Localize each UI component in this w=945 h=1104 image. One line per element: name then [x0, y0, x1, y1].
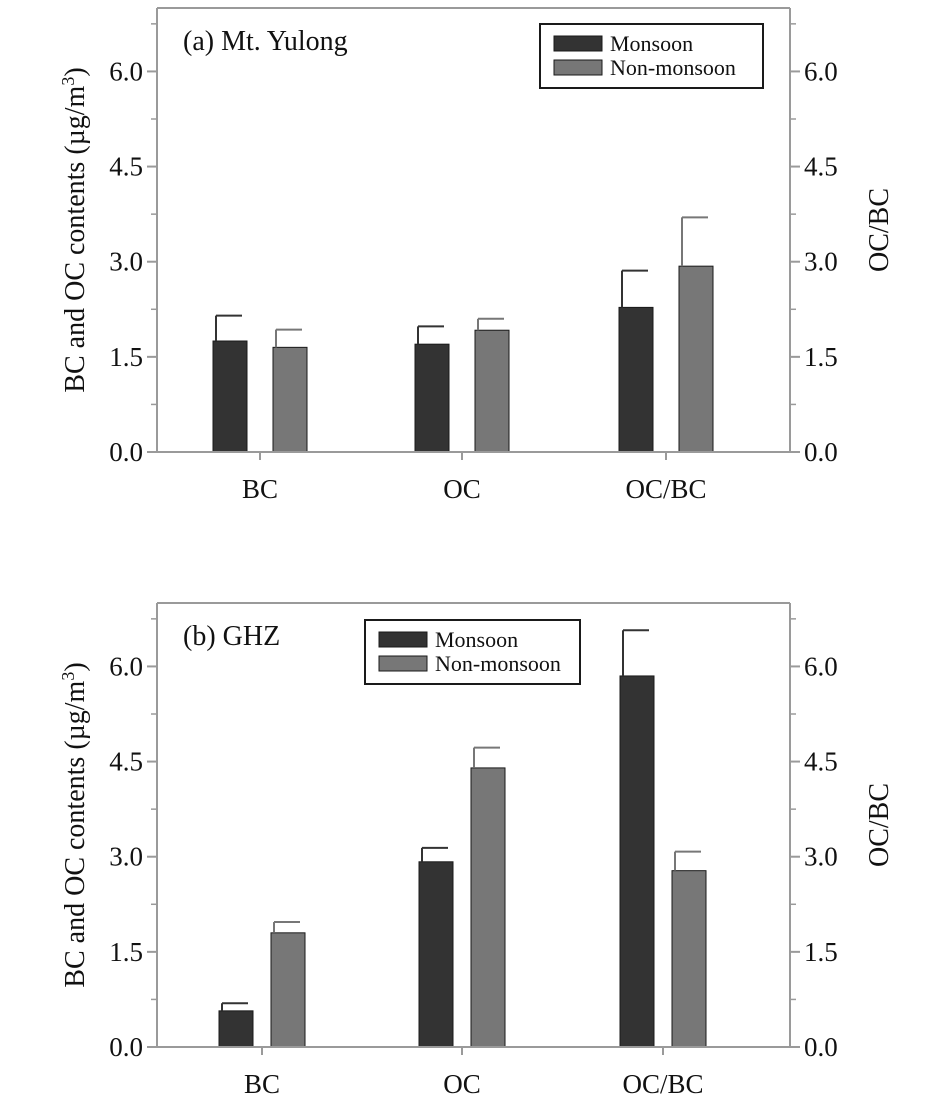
y-tick-label-left: 1.5: [109, 937, 143, 967]
y-tick-label-right: 4.5: [804, 152, 838, 182]
legend-swatch-non-monsoon: [378, 655, 428, 672]
y-tick-label-left: 4.5: [109, 747, 143, 777]
x-tick-label: BC: [244, 1069, 280, 1099]
y-tick-label-left: 3.0: [109, 247, 143, 277]
bar-non-monsoon-oc: [474, 329, 510, 453]
y-tick-label-right: 0.0: [804, 1032, 838, 1062]
x-tick-label: OC/BC: [622, 1069, 703, 1099]
bar-monsoon-bc: [212, 340, 248, 453]
bar-monsoon-bc: [218, 1010, 254, 1048]
panel-title: (b) GHZ: [183, 621, 280, 652]
legend-label-non-monsoon: Non-monsoon: [435, 651, 561, 676]
y-tick-label-right: 3.0: [804, 842, 838, 872]
legend-box: [364, 619, 581, 685]
chart-panel-1: 0.0 1.5 3.0 4.5 6.0 0.0 1.5 3.0 4.5 6.0 BC OC OC/BC B…: [58, 7, 895, 504]
y-axis-title-right: OC/BC: [864, 783, 895, 867]
legend-swatch-non-monsoon: [553, 59, 603, 76]
x-tick-label: OC: [443, 1069, 481, 1099]
legend-label-monsoon: Monsoon: [435, 627, 518, 652]
legend-label-non-monsoon: Non-monsoon: [610, 55, 736, 80]
panel-title: (a) Mt. Yulong: [183, 26, 348, 57]
y-tick-label-right: 3.0: [804, 247, 838, 277]
y-tick-label-left: 6.0: [109, 56, 143, 86]
bar-monsoon-oc: [414, 343, 450, 453]
y-tick-label-right: 6.0: [804, 651, 838, 681]
bar-non-monsoon-bc: [272, 346, 308, 453]
bar-non-monsoon-oc-bc: [678, 265, 714, 453]
bar-non-monsoon-bc: [270, 932, 306, 1048]
bar-monsoon-oc-bc: [619, 675, 655, 1048]
y-tick-label-left: 6.0: [109, 651, 143, 681]
y-tick-label-right: 1.5: [804, 937, 838, 967]
y-tick-label-left: 0.0: [109, 1032, 143, 1062]
y-tick-label-left: 3.0: [109, 842, 143, 872]
y-axis-title-left: BC and OC contents (µg/m3): [58, 662, 91, 987]
y-tick-label-left: 4.5: [109, 152, 143, 182]
x-tick-label: OC/BC: [625, 474, 706, 504]
bar-monsoon-oc-bc: [618, 306, 654, 453]
y-tick-label-right: 0.0: [804, 437, 838, 467]
bar-non-monsoon-oc-bc: [671, 870, 707, 1048]
y-tick-label-right: 6.0: [804, 56, 838, 86]
y-axis-title-right: OC/BC: [864, 188, 895, 272]
chart-panel-2: 0.0 1.5 3.0 4.5 6.0 0.0 1.5 3.0 4.5 6.0 BC OC OC/BC B…: [58, 602, 895, 1099]
x-tick-label: BC: [242, 474, 278, 504]
bar-monsoon-oc: [418, 861, 454, 1048]
y-tick-label-right: 4.5: [804, 747, 838, 777]
legend-box: [539, 23, 764, 89]
legend-swatch-monsoon: [553, 35, 603, 52]
y-tick-label-left: 0.0: [109, 437, 143, 467]
x-tick-label: OC: [443, 474, 481, 504]
bar-non-monsoon-oc: [470, 767, 506, 1048]
legend-label-monsoon: Monsoon: [610, 31, 693, 56]
y-axis-title-left: BC and OC contents (µg/m3): [58, 67, 91, 392]
y-tick-label-right: 1.5: [804, 342, 838, 372]
legend-swatch-monsoon: [378, 631, 428, 648]
y-tick-label-left: 1.5: [109, 342, 143, 372]
